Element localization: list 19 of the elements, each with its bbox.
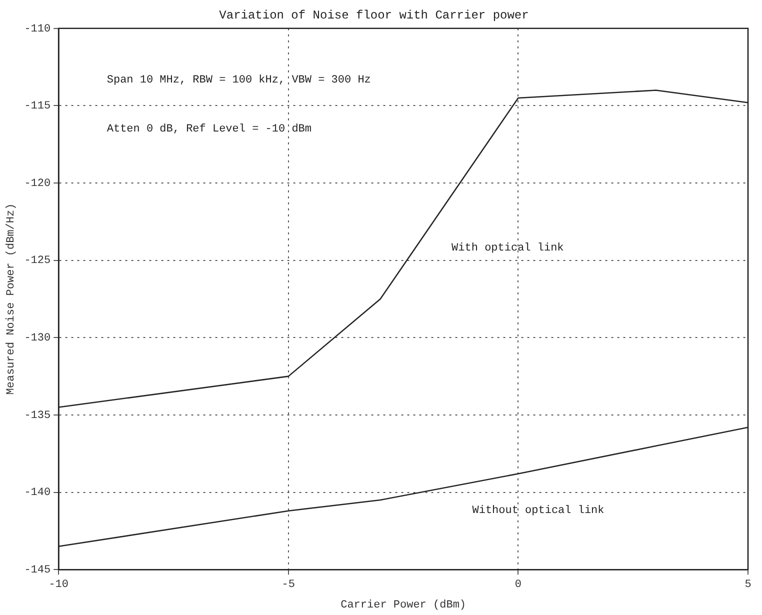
x-tick-label: -5 (282, 579, 296, 592)
y-tick-label: -125 (24, 255, 51, 268)
y-tick-label: -115 (24, 100, 51, 113)
x-tick-label: 5 (744, 579, 752, 592)
annotation: Span 10 MHz, RBW = 100 kHz, VBW = 300 Hz (106, 74, 371, 87)
x-tick-label: 0 (514, 579, 522, 592)
y-tick-label: -145 (24, 564, 51, 577)
text: With optical link (452, 242, 564, 254)
x-tick-label: -10 (48, 579, 69, 592)
y-tick-label: -120 (24, 178, 51, 190)
annotation: Atten 0 dB, Ref Level = -10 dBm (106, 123, 312, 136)
y-tick-label: -140 (24, 487, 51, 500)
y-axis-title: Measured Noise Power (dBm/Hz) (6, 203, 18, 395)
text: Without optical link (472, 504, 605, 517)
x-axis-title: Carrier Power (dBm) (340, 599, 466, 612)
chart-title: Variation of Noise floor with Carrier power (219, 8, 529, 22)
y-tick-label: -110 (24, 23, 51, 36)
y-tick-label: -130 (24, 332, 51, 345)
y-tick-label: -135 (24, 410, 51, 422)
